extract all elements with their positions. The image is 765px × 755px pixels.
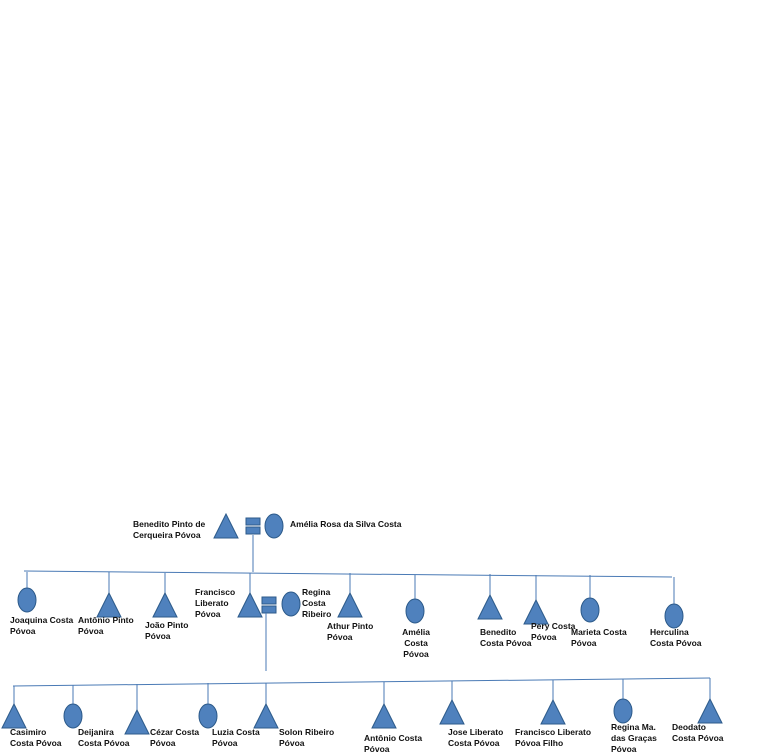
- amelia-rosa-circle-icon: [264, 513, 284, 539]
- label-amelia-rosa: Amélia Rosa da Silva Costa: [290, 519, 402, 529]
- label-regina-graças: Regina Ma. das Graças Póvoa: [611, 722, 657, 754]
- label-herculina-costa: Herculina Costa Póvoa: [650, 627, 702, 648]
- label-jose-liberato: Jose Liberato Costa Póvoa: [448, 727, 504, 748]
- label-marieta-costa: Marieta Costa Póvoa: [571, 627, 627, 648]
- child-2-triangle-icon: [152, 591, 178, 618]
- label-joaquina: Joaquina Costa Póvoa: [10, 615, 74, 636]
- label-pery-costa: Pery Costa Póvoa: [531, 621, 576, 642]
- grandchild-8-circle-icon: [613, 698, 633, 724]
- francisco-regina-marriage-symbol-bottom: [261, 605, 277, 614]
- label-regina-costa-ribeiro: Regina Costa Ribeiro: [302, 587, 332, 619]
- label-cezar-costa: Cézar Costa Póvoa: [150, 727, 200, 748]
- child-4-circle-icon: [281, 591, 301, 617]
- label-casimiro: Casimiro Costa Póvoa: [10, 727, 62, 748]
- grandchild-5-triangle-icon: [371, 702, 397, 729]
- label-antonio-costa: Antônio Costa Póvoa: [364, 733, 423, 754]
- child-10-circle-icon: [664, 603, 684, 629]
- label-joao-pinto: João Pinto Póvoa: [145, 620, 189, 641]
- label-deijanira: Deijanira Costa Póvoa: [78, 727, 130, 748]
- grandchild-2-triangle-icon: [124, 708, 150, 735]
- child-0-circle-icon: [17, 587, 37, 613]
- label-deodato-costa: Deodato Costa Póvoa: [672, 722, 724, 743]
- grandchild-1-circle-icon: [63, 703, 83, 729]
- sibling-line-gen3: [12, 677, 711, 687]
- child-8-triangle-icon: [523, 598, 549, 625]
- grandparents-marriage-symbol-bottom: [245, 526, 261, 535]
- grandchild-7-triangle-icon: [540, 698, 566, 725]
- child-7-triangle-icon: [477, 593, 503, 620]
- label-amelia-costa: Amélia Costa Póvoa: [402, 627, 430, 659]
- benedito-pinto-triangle-icon: [213, 512, 239, 539]
- grandchild-0-triangle-icon: [1, 702, 27, 729]
- grandchild-4-triangle-icon: [253, 702, 279, 729]
- label-luzia-costa: Luzia Costa Póvoa: [212, 727, 260, 748]
- label-francisco-liberato-filho: Francisco Liberato Póvoa Filho: [515, 727, 592, 748]
- label-athur-pinto: Athur Pinto Póvoa: [327, 621, 374, 642]
- child-1-triangle-icon: [96, 591, 122, 618]
- grandparents-marriage-symbol-top: [245, 517, 261, 526]
- label-benedito-costa: Benedito Costa Póvoa: [480, 627, 532, 648]
- label-antonio-pinto: Antônio Pinto Póvoa: [78, 615, 134, 636]
- label-solon-ribeiro: Solon Ribeiro Póvoa: [279, 727, 335, 748]
- child-9-circle-icon: [580, 597, 600, 623]
- grandchild-3-circle-icon: [198, 703, 218, 729]
- grandchild-9-triangle-icon: [697, 697, 723, 724]
- child-5-triangle-icon: [337, 591, 363, 618]
- child-6-circle-icon: [405, 598, 425, 624]
- grandchild-6-triangle-icon: [439, 698, 465, 725]
- label-francisco-liberato: Francisco Liberato Póvoa: [195, 587, 236, 619]
- sibling-line-gen2: [23, 570, 673, 578]
- francisco-regina-marriage-symbol-top: [261, 596, 277, 605]
- child-3-triangle-icon: [237, 591, 263, 618]
- label-benedito-pinto: Benedito Pinto de Cerqueira Póvoa: [133, 519, 206, 540]
